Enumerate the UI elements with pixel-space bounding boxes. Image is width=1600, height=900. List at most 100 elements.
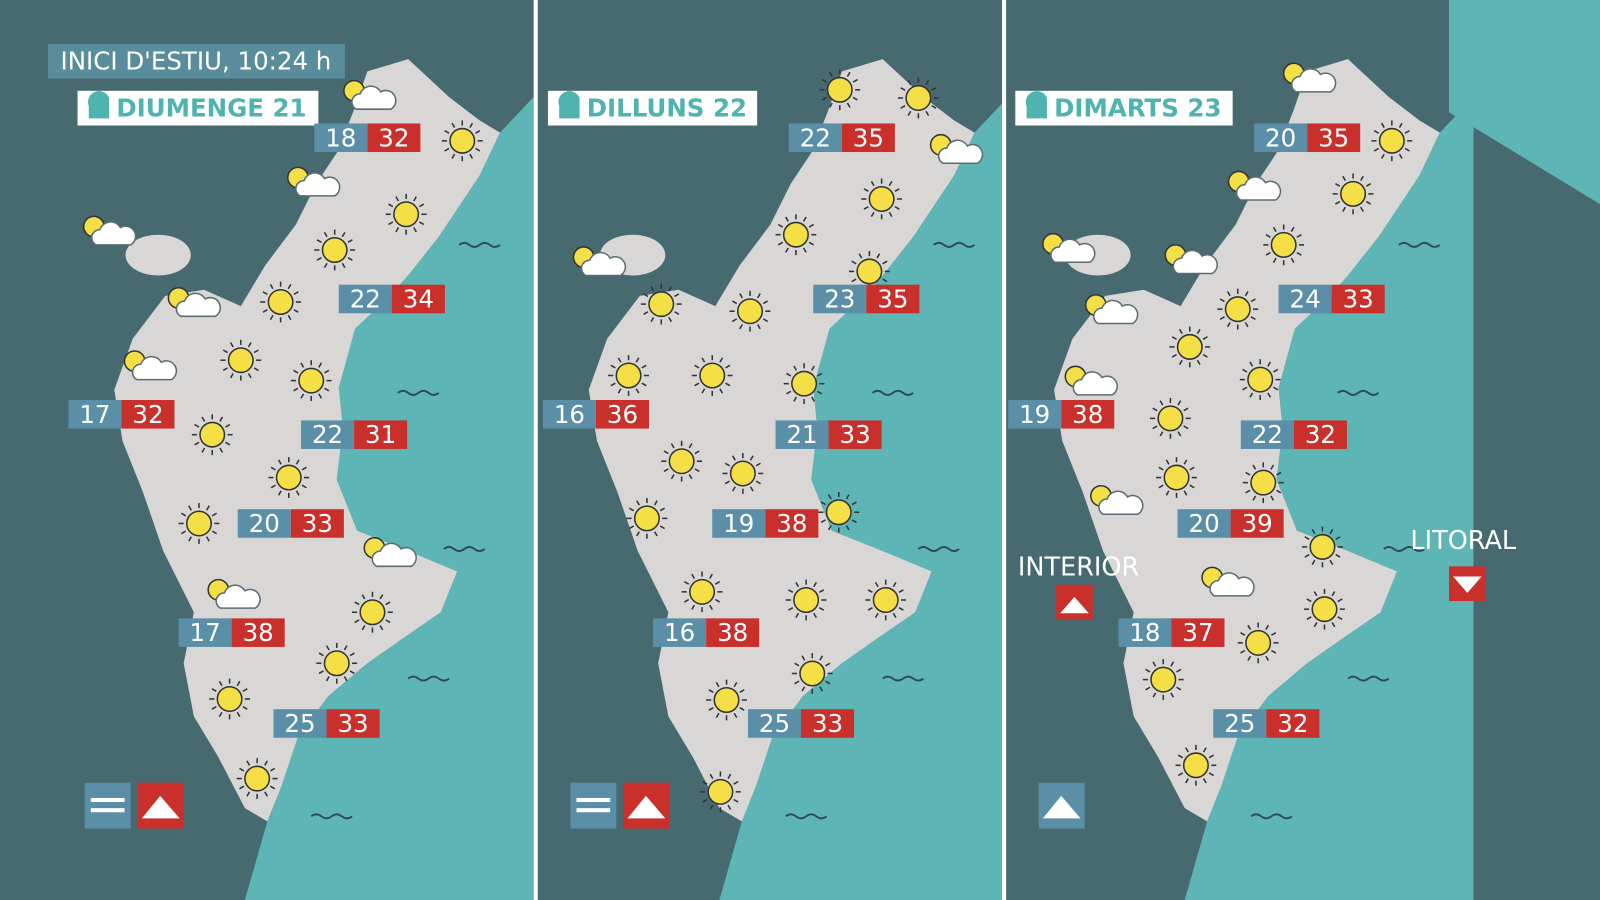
max-temp-box xyxy=(706,618,760,647)
day-label-icon xyxy=(87,91,110,119)
min-temp-box xyxy=(542,400,596,429)
min-temp-box xyxy=(1278,284,1332,314)
sun-ray xyxy=(316,239,322,244)
sun-ray xyxy=(725,382,731,387)
sun-ray xyxy=(659,507,665,512)
sun-ray xyxy=(762,318,769,323)
sun-ray xyxy=(867,589,873,594)
sun-ray xyxy=(816,390,823,395)
sun-ray xyxy=(1335,553,1341,558)
sun-ray xyxy=(1183,490,1188,496)
sun-ray xyxy=(287,283,292,290)
sun-ray xyxy=(733,798,739,803)
sun-ray xyxy=(1240,631,1246,636)
sun-ray xyxy=(211,688,217,692)
sun-ray xyxy=(1335,183,1341,187)
sun-ray xyxy=(451,122,456,128)
sun-ray xyxy=(701,388,706,394)
sun-ray xyxy=(827,494,832,500)
sun-ray xyxy=(1360,175,1364,182)
day-label: DIMARTS 23 xyxy=(1054,94,1221,123)
sun-ray xyxy=(816,372,823,377)
sun-ray xyxy=(354,601,360,606)
sun xyxy=(668,448,695,475)
separator xyxy=(533,0,538,900)
sun-ray xyxy=(418,221,425,226)
stable-trend xyxy=(84,782,131,829)
cloud xyxy=(1290,68,1337,93)
sun-ray xyxy=(205,536,210,542)
min-temp-box xyxy=(314,123,368,153)
sun-ray xyxy=(293,387,299,392)
legend-litoral: LITORAL xyxy=(1410,526,1517,556)
sun-ray xyxy=(714,580,721,585)
sun-ray xyxy=(1196,328,1201,335)
sun-ray xyxy=(1177,400,1182,406)
sun xyxy=(1378,127,1405,154)
sun xyxy=(1247,366,1274,393)
sun-ray xyxy=(702,798,708,803)
cloud xyxy=(1235,176,1282,201)
sun-ray xyxy=(777,241,784,246)
sun-ray xyxy=(1296,234,1302,238)
sun-ray xyxy=(1244,322,1249,328)
min-temp-box xyxy=(273,709,327,738)
sun-ray xyxy=(239,785,245,790)
sun-ray xyxy=(1170,692,1175,698)
max-temp: 37 xyxy=(1182,618,1213,647)
sun-ray xyxy=(188,505,192,511)
sun-ray xyxy=(1335,536,1341,540)
sun-ray xyxy=(1189,484,1195,489)
sun-ray xyxy=(874,612,879,619)
sun-ray xyxy=(708,689,714,694)
sun-ray xyxy=(349,652,355,657)
min-temp-box xyxy=(788,123,842,153)
sun-ray xyxy=(316,256,322,261)
max-temp: 33 xyxy=(302,509,333,538)
sun-ray xyxy=(845,494,850,500)
sun-ray xyxy=(894,205,900,210)
sun-ray xyxy=(354,619,360,624)
max-temp-box xyxy=(231,618,285,647)
sun-ray xyxy=(1276,489,1282,494)
sun-ray xyxy=(1306,616,1312,621)
min-temp: 17 xyxy=(190,618,221,647)
sun xyxy=(729,460,756,487)
sun-ray xyxy=(851,260,857,265)
sun-ray xyxy=(888,180,893,187)
sun-ray xyxy=(694,450,700,455)
sun-ray xyxy=(709,604,713,610)
sun-ray xyxy=(295,459,300,465)
sun xyxy=(826,76,853,103)
sun-ray xyxy=(1304,536,1310,540)
sun-ray xyxy=(301,466,307,471)
cloud xyxy=(1172,249,1218,275)
sun xyxy=(1150,666,1177,693)
sun-ray xyxy=(1267,361,1272,367)
header-title: INICI D'ESTIU, 10:24 h xyxy=(61,47,332,76)
sun-ray xyxy=(808,241,814,246)
sun-ray xyxy=(882,260,888,265)
sun-ray xyxy=(876,253,881,259)
sun-ray xyxy=(262,291,268,296)
sun-ray xyxy=(650,286,655,292)
sun-ray xyxy=(269,314,274,321)
min-temp: 20 xyxy=(1265,123,1296,152)
sun-ray xyxy=(1404,147,1410,152)
sun-ray xyxy=(628,507,635,512)
max-temp-box xyxy=(1266,709,1320,738)
sun xyxy=(782,221,809,248)
sun-ray xyxy=(888,211,893,218)
sun-ray xyxy=(1245,489,1251,494)
min-temp: 23 xyxy=(824,284,855,313)
cloud xyxy=(371,542,417,568)
sun xyxy=(1224,296,1251,323)
sun-ray xyxy=(385,619,391,624)
sun-ray xyxy=(222,349,228,354)
sun-ray xyxy=(1176,668,1182,673)
sea xyxy=(1184,96,1474,900)
sun-ray xyxy=(293,291,299,296)
sun xyxy=(868,185,895,212)
sun-ray xyxy=(786,390,792,395)
sun xyxy=(648,291,675,318)
